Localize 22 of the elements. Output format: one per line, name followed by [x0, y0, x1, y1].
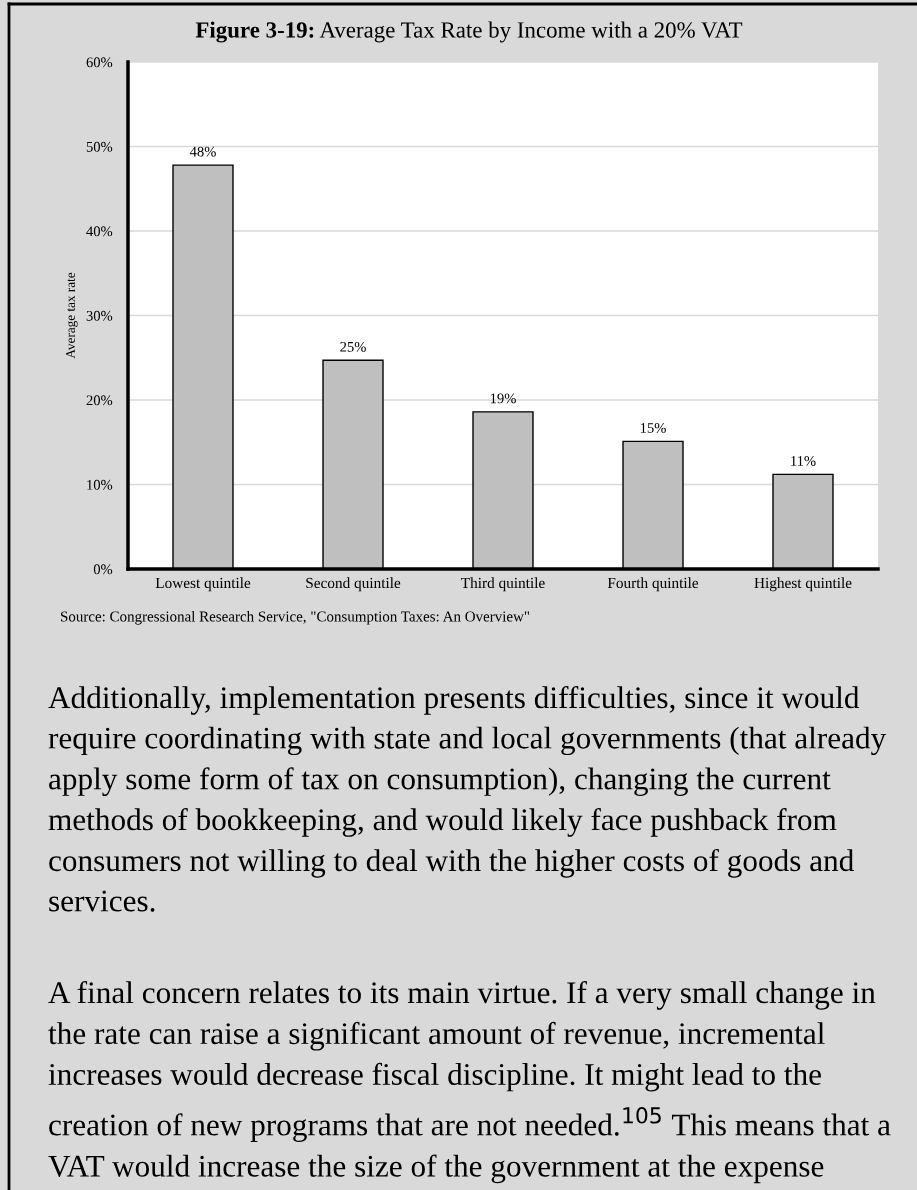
text: Additionally, implementation presents difficulties, since it would require coordinating with state and local governments (that already apply some form of tax on consumption), changing the current methods of bookkeeping, and would likely face pushback from consumers not willing to deal with the higher costs of goods and services.: [48, 686, 887, 912]
y-tick-label: 20%: [86, 395, 113, 406]
y-tick-label: 10%: [87, 479, 113, 490]
y-tick-label: 30%: [86, 310, 113, 321]
y-tick-label: 40%: [86, 226, 113, 237]
y-axis-title: Average tax rate: [66, 272, 78, 359]
x-tick-label: Third quintile: [461, 577, 545, 592]
data-label: 25%: [340, 341, 366, 352]
text: A final concern relates to its main virtue. If a very small change in the rate can raise a significant amount of revenue, incremental increases would decrease fiscal discipline. It might lead to the creation of new programs that are not needed.$^{105}$ This means that a VAT would increase the size of the government at the expense: [48, 981, 891, 1184]
x-tick-label: Lowest quintile: [155, 577, 251, 592]
x-tick-label: Second quintile: [306, 577, 401, 592]
y-tick-label: 60%: [86, 57, 113, 68]
data-label: 11%: [791, 456, 816, 466]
chart-title: Figure 3-19: Average Tax Rate by Income with a 20% VAT: [195, 21, 743, 43]
source-note: Source: Congressional Research Service, "Consumption Taxes: An Overview": [61, 611, 530, 625]
data-label: 15%: [640, 423, 666, 433]
data-label: 48%: [189, 146, 216, 157]
data-label: 19%: [490, 393, 516, 404]
x-tick-label: Fourth quintile: [607, 577, 699, 592]
y-tick-label: 50%: [86, 141, 113, 152]
y-tick-label: 0%: [93, 564, 113, 575]
x-tick-label: Highest quintile: [754, 577, 852, 592]
